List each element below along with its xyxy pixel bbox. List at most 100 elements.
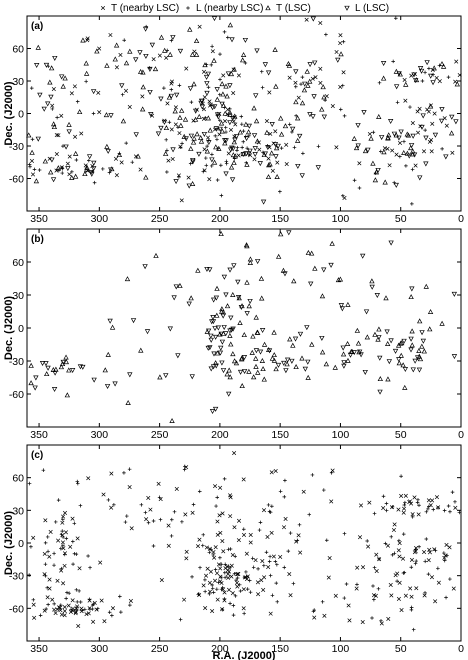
data-point — [253, 314, 259, 320]
data-point — [243, 134, 248, 139]
data-point — [177, 48, 184, 54]
data-point — [66, 129, 72, 135]
data-point — [188, 133, 195, 139]
data-point — [192, 49, 197, 54]
x-tick-label: 250 — [151, 213, 169, 225]
data-point — [209, 409, 216, 415]
data-point — [244, 311, 250, 317]
data-point — [430, 121, 435, 126]
data-point — [212, 578, 218, 583]
data-point — [264, 129, 270, 135]
data-point — [180, 519, 184, 524]
legend-marker-tri-up — [265, 5, 271, 11]
x-tick-label: 50 — [395, 643, 407, 655]
data-point — [269, 470, 274, 475]
data-point — [340, 345, 346, 351]
data-point — [355, 565, 360, 570]
data-point — [222, 590, 227, 595]
data-point — [251, 133, 258, 139]
data-point — [37, 92, 43, 98]
y-tick-label: -60 — [9, 603, 24, 615]
data-point — [408, 336, 414, 342]
data-point — [311, 94, 317, 100]
data-point — [392, 348, 399, 354]
data-point — [189, 100, 194, 104]
data-point — [47, 554, 52, 559]
data-point — [409, 286, 415, 292]
data-point — [294, 115, 301, 121]
data-point — [226, 587, 232, 592]
data-point — [438, 118, 445, 124]
data-point — [229, 145, 235, 151]
data-point — [293, 99, 299, 105]
data-point — [289, 358, 295, 364]
data-point — [162, 118, 167, 123]
data-point — [218, 574, 223, 579]
data-point — [247, 148, 253, 154]
data-point — [286, 230, 292, 236]
data-point — [333, 593, 338, 598]
data-point — [338, 41, 343, 46]
data-point — [251, 565, 256, 570]
data-point — [207, 546, 212, 551]
data-point — [402, 570, 407, 575]
data-point — [61, 144, 65, 148]
data-point — [228, 565, 232, 570]
data-point — [371, 130, 376, 135]
y-tick-label: 30 — [12, 290, 24, 302]
data-point — [66, 121, 72, 127]
data-point — [267, 90, 272, 95]
data-point — [222, 30, 227, 34]
data-point — [384, 501, 389, 506]
data-point — [107, 610, 112, 615]
data-point — [172, 108, 178, 114]
data-point — [190, 139, 197, 145]
data-point — [207, 127, 213, 133]
data-point — [207, 99, 212, 104]
data-point — [65, 590, 69, 595]
data-point — [453, 119, 459, 125]
data-point — [206, 85, 211, 90]
data-point — [215, 178, 220, 182]
data-point — [97, 110, 102, 115]
data-point — [253, 558, 258, 563]
data-point — [248, 540, 253, 545]
data-point — [376, 326, 382, 332]
data-point — [357, 161, 362, 166]
data-point — [183, 512, 188, 517]
data-point — [308, 281, 314, 287]
data-point — [205, 71, 212, 77]
legend-marker-plus — [186, 6, 190, 10]
data-point — [230, 326, 236, 332]
data-point — [443, 553, 448, 558]
data-point — [433, 599, 438, 604]
data-point — [207, 267, 213, 273]
data-point — [428, 503, 433, 508]
data-point — [68, 544, 73, 549]
data-point — [28, 362, 34, 368]
data-point — [205, 144, 209, 148]
data-point — [427, 547, 432, 552]
data-point — [162, 150, 169, 156]
data-point — [405, 132, 412, 138]
data-point — [201, 533, 206, 537]
data-point — [258, 275, 265, 281]
data-point — [231, 91, 236, 96]
data-point — [204, 156, 208, 160]
data-point — [209, 105, 216, 111]
data-point — [250, 374, 257, 380]
x-tick-label: 100 — [332, 643, 350, 655]
data-point — [84, 79, 88, 84]
data-point — [266, 565, 271, 570]
data-point — [226, 151, 231, 156]
y-axis-label: Dec. (J2000) — [3, 296, 15, 361]
data-point — [270, 593, 275, 598]
data-point — [340, 351, 347, 357]
data-point — [234, 580, 240, 585]
data-point — [74, 588, 79, 592]
data-point — [164, 138, 168, 142]
data-point — [357, 186, 362, 190]
data-point — [335, 277, 342, 283]
data-point — [213, 295, 220, 301]
data-point — [188, 161, 193, 166]
